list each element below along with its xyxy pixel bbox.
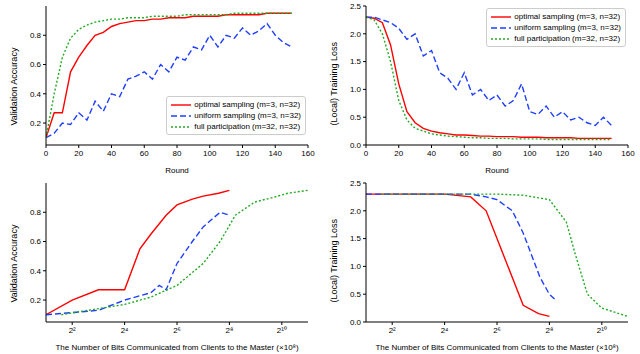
svg-text:40: 40 <box>427 149 436 158</box>
svg-text:2²: 2² <box>389 326 396 335</box>
svg-text:0.8: 0.8 <box>30 208 42 217</box>
svg-text:100: 100 <box>203 149 217 158</box>
html-text:full participation (m=32, n=32: full participation (m=32, n=32) <box>194 122 301 131</box>
svg-text:0.0: 0.0 <box>350 318 362 327</box>
svg-text:0.8: 0.8 <box>30 31 42 40</box>
svg-text:80: 80 <box>173 149 182 158</box>
svg-text:2¹⁰: 2¹⁰ <box>597 326 607 335</box>
svg-text:60: 60 <box>140 149 149 158</box>
svg-text:Round: Round <box>485 166 509 175</box>
svg-text:0.6: 0.6 <box>30 60 42 69</box>
svg-text:1.5: 1.5 <box>350 57 362 66</box>
svg-text:2⁴: 2⁴ <box>121 326 129 335</box>
svg-text:120: 120 <box>556 149 570 158</box>
html-text:uniform sampling (m=3, n=32): uniform sampling (m=3, n=32) <box>514 23 621 32</box>
svg-text:The Number of Bits Communicate: The Number of Bits Communicated from Cli… <box>55 343 299 352</box>
html-text:optimal sampling (m=3, n=32): optimal sampling (m=3, n=32) <box>194 100 301 109</box>
svg-text:0.0: 0.0 <box>350 141 362 150</box>
svg-text:0.6: 0.6 <box>30 237 42 246</box>
svg-text:0.4: 0.4 <box>30 267 42 276</box>
svg-text:100: 100 <box>523 149 537 158</box>
svg-text:(Local) Training Loss: (Local) Training Loss <box>329 218 339 302</box>
svg-text:0.4: 0.4 <box>30 90 42 99</box>
svg-text:1.0: 1.0 <box>350 85 362 94</box>
html-text:optimal sampling (m=3, n=32): optimal sampling (m=3, n=32) <box>514 12 621 21</box>
svg-text:2⁴: 2⁴ <box>441 326 449 335</box>
svg-text:1.5: 1.5 <box>350 234 362 243</box>
svg-text:0: 0 <box>44 149 49 158</box>
svg-text:2⁶: 2⁶ <box>173 326 181 335</box>
svg-text:1.0: 1.0 <box>350 262 362 271</box>
svg-text:160: 160 <box>621 149 632 158</box>
svg-text:20: 20 <box>74 149 83 158</box>
svg-text:(Local) Training Loss: (Local) Training Loss <box>329 41 339 125</box>
svg-text:20: 20 <box>394 149 403 158</box>
svg-text:2.5: 2.5 <box>350 2 362 11</box>
svg-text:2⁸: 2⁸ <box>545 326 553 335</box>
html-text:uniform sampling (m=3, n=32): uniform sampling (m=3, n=32) <box>194 111 301 120</box>
svg-text:2²: 2² <box>69 326 76 335</box>
svg-text:40: 40 <box>107 149 116 158</box>
svg-text:140: 140 <box>589 149 603 158</box>
html-text:full participation (m=32, n=32: full participation (m=32, n=32) <box>514 34 621 43</box>
svg-text:Round: Round <box>165 166 189 175</box>
svg-text:2.5: 2.5 <box>350 179 362 188</box>
svg-text:2⁸: 2⁸ <box>225 326 233 335</box>
svg-text:60: 60 <box>460 149 469 158</box>
svg-text:0.2: 0.2 <box>30 119 42 128</box>
svg-text:0.5: 0.5 <box>350 113 362 122</box>
svg-text:The Number of Bits Communicate: The Number of Bits Communicated from Cli… <box>375 343 619 352</box>
svg-text:80: 80 <box>493 149 502 158</box>
svg-text:140: 140 <box>269 149 283 158</box>
svg-text:Validation Accuracy: Validation Accuracy <box>9 47 19 125</box>
svg-text:2¹⁰: 2¹⁰ <box>277 326 287 335</box>
svg-text:2.0: 2.0 <box>350 207 362 216</box>
svg-text:2⁶: 2⁶ <box>493 326 501 335</box>
svg-text:Validation Accuracy: Validation Accuracy <box>9 224 19 302</box>
svg-text:0.5: 0.5 <box>350 290 362 299</box>
svg-text:0: 0 <box>364 149 369 158</box>
svg-text:120: 120 <box>236 149 250 158</box>
svg-text:2.0: 2.0 <box>350 30 362 39</box>
svg-text:0.2: 0.2 <box>30 296 42 305</box>
svg-text:160: 160 <box>301 149 315 158</box>
